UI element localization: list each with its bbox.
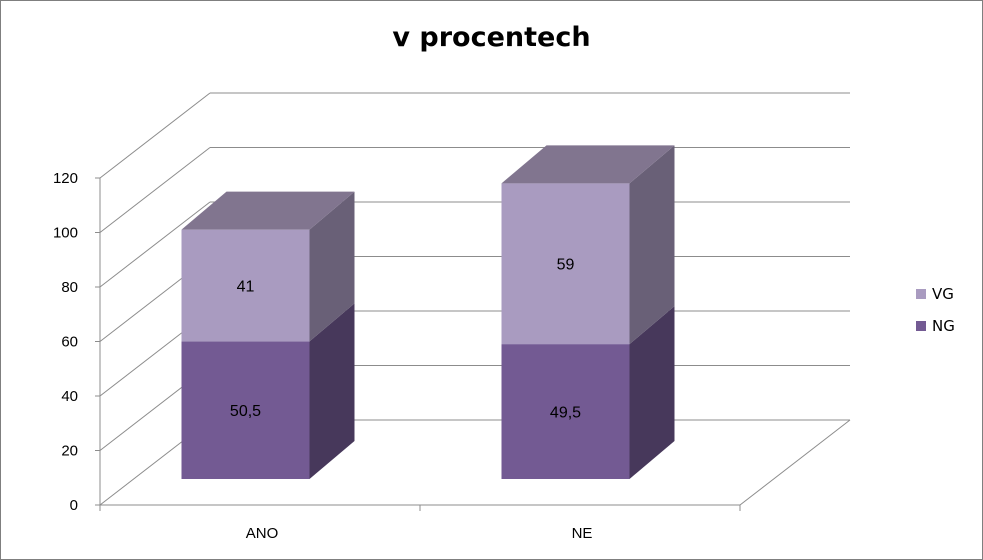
legend-item-vg: VG (916, 283, 955, 305)
y-tick-label: 20 (61, 443, 78, 460)
data-label: 49,5 (550, 405, 581, 422)
x-tick-label: NE (572, 525, 593, 542)
y-tick-label: 40 (61, 388, 78, 405)
data-label: 59 (557, 257, 575, 274)
data-label: 50,5 (230, 403, 261, 420)
data-label: 41 (237, 279, 255, 296)
y-tick-label: 80 (61, 279, 78, 296)
legend: VG NG (916, 283, 955, 347)
legend-label-ng: NG (932, 317, 955, 335)
bar-side-vg-ano (309, 191, 355, 342)
gridline-side (99, 147, 211, 233)
bar-front-ng-ne (501, 344, 630, 479)
bar-side-ng-ano (309, 303, 355, 479)
x-tick-label: ANO (246, 525, 279, 542)
bar-front-ng-ano (181, 341, 310, 479)
legend-swatch-ng (916, 321, 926, 331)
legend-swatch-vg (916, 289, 926, 299)
chart-title: v procentech (392, 22, 591, 53)
y-tick-label: 120 (53, 170, 78, 187)
floor-right-edge (739, 419, 851, 506)
bar-front-vg-ne (501, 183, 630, 345)
gridline-side (99, 92, 211, 179)
bar-top-ne (501, 145, 675, 184)
bar-side-vg-ne (629, 145, 675, 345)
bar-front-vg-ano (181, 229, 310, 342)
y-tick-label: 0 (70, 497, 78, 514)
y-tick-label: 60 (61, 334, 78, 351)
legend-label-vg: VG (932, 285, 954, 303)
legend-item-ng: NG (916, 315, 955, 337)
bar-side-ng-ne (629, 306, 675, 479)
gridline-side (99, 201, 211, 288)
y-tick-label: 100 (53, 225, 78, 242)
bar-top-ano (181, 191, 355, 230)
